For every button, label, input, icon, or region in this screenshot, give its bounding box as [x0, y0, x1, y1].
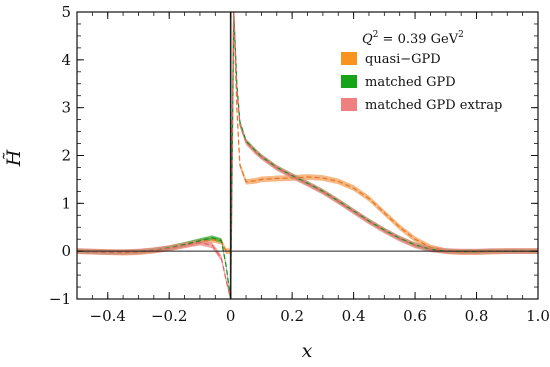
line-matched-gpd-extrap: [77, 12, 538, 299]
x-tick-label: 0: [226, 307, 236, 325]
x-tick-label: −0.2: [151, 307, 187, 325]
q2-unit-exponent: 2: [458, 30, 464, 40]
q2-annotation: Q2 = 0.39 GeV2: [362, 30, 464, 47]
y-tick-label: 3: [61, 99, 71, 117]
x-tick-label: 0.2: [280, 307, 304, 325]
band-matched-gpd: [77, 12, 538, 299]
q2-exponent: 2: [373, 30, 379, 40]
x-tick-label: 1.0: [526, 307, 550, 325]
y-tick-label: 0: [61, 242, 71, 260]
legend-label-quasi-gpd: quasi−GPD: [365, 52, 441, 67]
x-axis-label: x: [302, 340, 313, 362]
band-matched-gpd-extrap: [77, 12, 538, 299]
y-tick-label: 5: [61, 3, 71, 21]
legend: quasi−GPD matched GPD matched GPD extrap: [341, 52, 502, 113]
axis-tick-labels: −0.4 −0.2 0 0.2 0.4 0.6 0.8 1.0 −1 0 1 2 3 4 5: [49, 3, 550, 325]
plot-frame: [76, 11, 539, 300]
q2-value: = 0.39 GeV: [378, 32, 458, 47]
x-tick-label: 0.8: [465, 307, 489, 325]
y-axis-label: H̃: [3, 149, 25, 167]
x-tick-label: −0.4: [90, 307, 126, 325]
q2-symbol: Q: [362, 32, 373, 47]
legend-label-matched-gpd-extrap: matched GPD extrap: [365, 98, 502, 113]
x-tick-label: 0.6: [403, 307, 427, 325]
legend-swatch-matched-gpd: [341, 75, 357, 88]
line-quasi-gpd: [77, 12, 538, 254]
series-lines: [77, 12, 538, 299]
y-tick-label: 4: [61, 51, 71, 69]
y-tick-label: 2: [61, 147, 71, 165]
x-tick-label: 0.4: [342, 307, 366, 325]
band-quasi-gpd: [77, 12, 538, 256]
legend-label-matched-gpd: matched GPD: [365, 75, 456, 90]
y-tick-label: 1: [61, 194, 71, 212]
y-tick-label: −1: [49, 290, 71, 308]
legend-swatch-quasi-gpd: [341, 52, 357, 65]
legend-swatch-matched-gpd-extrap: [341, 98, 357, 111]
series-bands: [77, 12, 538, 299]
line-matched-gpd: [77, 12, 538, 299]
axis-ticks: [76, 11, 539, 300]
